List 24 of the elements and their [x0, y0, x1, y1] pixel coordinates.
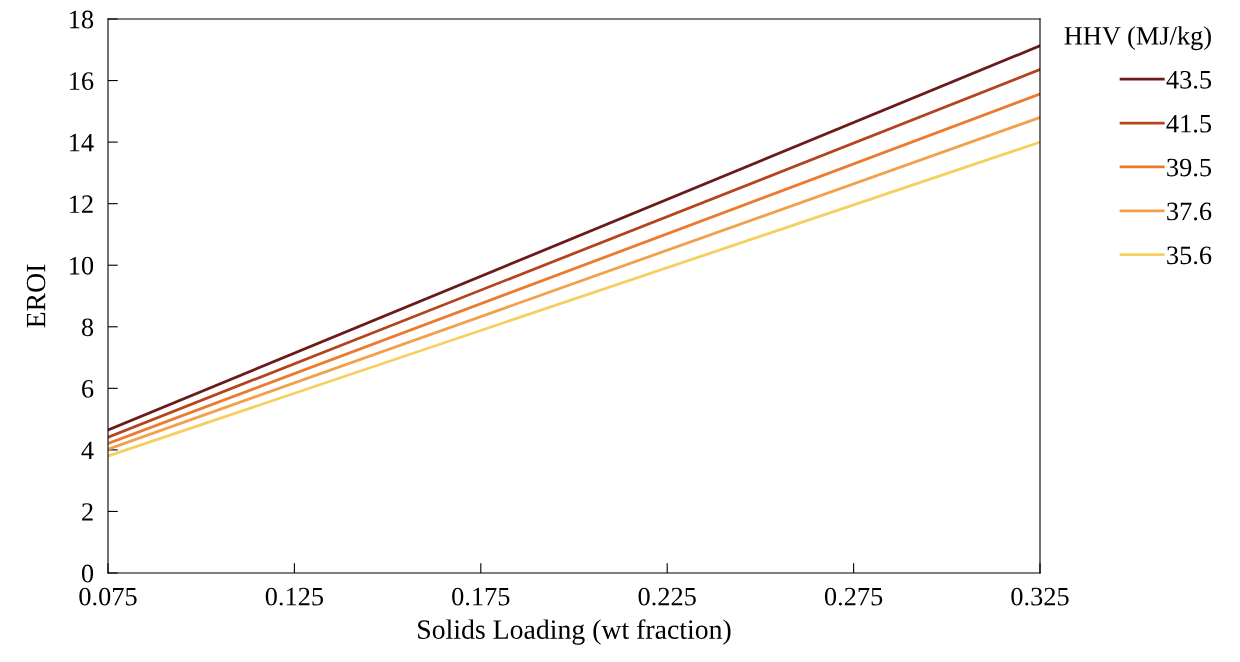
- legend-title: HHV (MJ/kg): [1064, 26, 1211, 51]
- y-tick-label: 12: [70, 195, 93, 213]
- y-tick-label: 18: [70, 10, 94, 29]
- y-tick-label: 0: [81, 564, 94, 583]
- y-tick-label: 10: [70, 256, 94, 275]
- y-tick-label: 16: [70, 72, 94, 90]
- x-tick-label: 0.075: [79, 587, 137, 606]
- y-tick-label: 8: [81, 318, 94, 337]
- legend-label: 37.6: [1167, 202, 1212, 221]
- x-tick-label: 0.325: [1011, 587, 1069, 606]
- y-tick-label: 4: [81, 441, 94, 460]
- legend-label: 35.6: [1167, 246, 1212, 265]
- legend-label: 39.5: [1167, 158, 1212, 177]
- y-axis-title: EROI: [26, 264, 46, 328]
- x-axis-title: Solids Loading (wt fraction): [418, 619, 731, 645]
- y-tick-label: 6: [82, 380, 94, 398]
- x-tick-label: 0.125: [265, 587, 324, 606]
- y-tick-label: 14: [70, 133, 94, 152]
- x-tick-label: 0.275: [824, 587, 883, 606]
- legend-label: 43.5: [1166, 70, 1212, 89]
- x-tick-label: 0.175: [452, 587, 510, 606]
- x-tick-label: 0.225: [638, 587, 696, 606]
- y-tick-label: 2: [82, 503, 93, 521]
- legend-label: 41.5: [1166, 114, 1212, 133]
